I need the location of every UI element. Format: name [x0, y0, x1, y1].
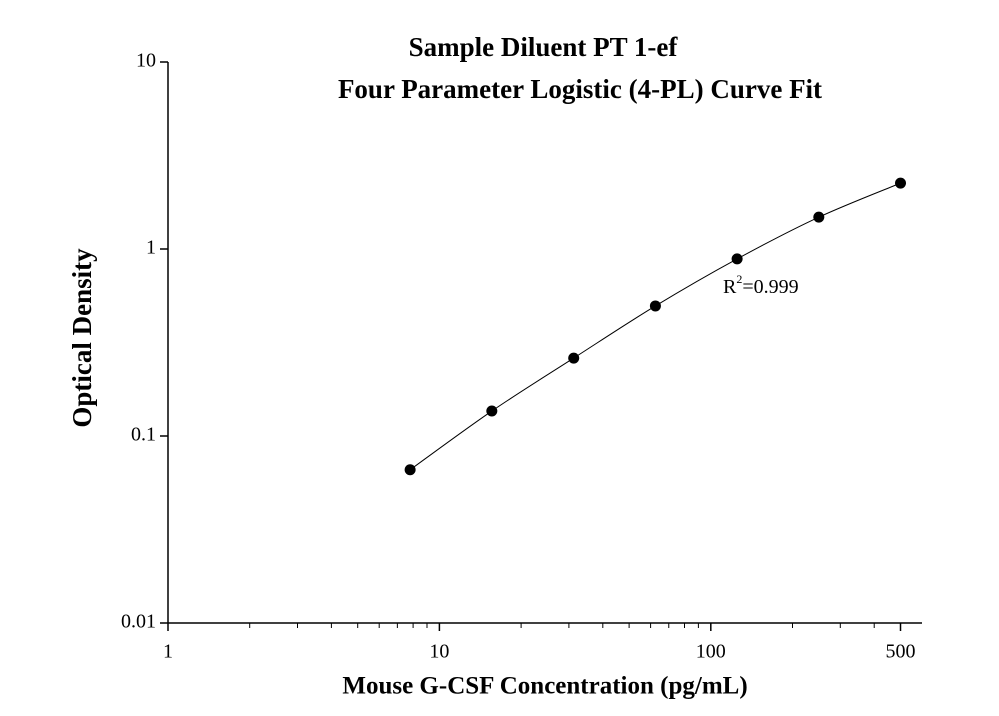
annotation-value: =0.999 — [742, 276, 798, 298]
fit-curve — [409, 182, 901, 471]
annotation: R2=0.999 — [723, 272, 799, 298]
x-tick-label: 1 — [163, 641, 173, 663]
x-axis-label: Mouse G-CSF Concentration (pg/mL) — [342, 673, 747, 700]
data-point — [731, 253, 743, 265]
y-tick-label: 0.01 — [121, 611, 156, 633]
x-tick-label: 100 — [696, 641, 726, 663]
data-point — [649, 300, 661, 312]
y-tick-label: 0.1 — [131, 424, 156, 446]
data-point — [895, 177, 907, 189]
data-point — [404, 464, 416, 476]
x-tick-label: 10 — [429, 641, 449, 663]
y-tick-label: 1 — [146, 237, 156, 259]
y-axis-label: Optical Density — [67, 248, 97, 428]
x-tick-label: 500 — [886, 641, 916, 663]
data-point — [568, 352, 580, 364]
chart-subtitle: Four Parameter Logistic (4-PL) Curve Fit — [338, 74, 822, 104]
y-tick-label: 10 — [136, 50, 156, 72]
data-point — [813, 211, 825, 223]
chart-title: Sample Diluent PT 1-ef — [409, 32, 679, 62]
annotation-base: R — [723, 276, 737, 298]
data-point — [486, 405, 498, 417]
annotation-sup: 2 — [736, 272, 742, 286]
